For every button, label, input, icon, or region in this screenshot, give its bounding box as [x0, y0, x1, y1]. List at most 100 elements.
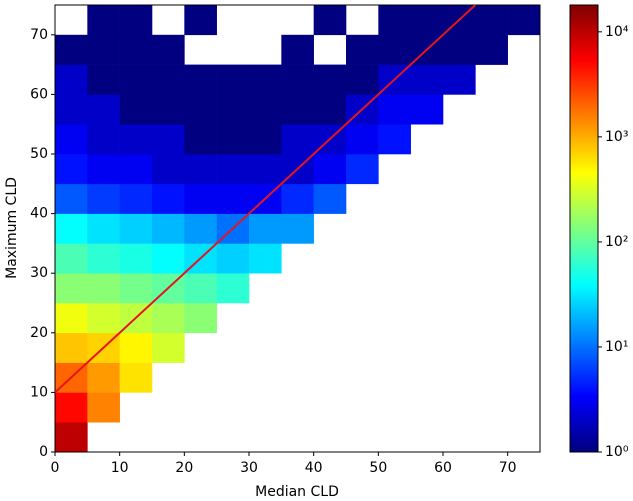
heatmap-cell — [152, 303, 185, 334]
colorbar-tick-label: 10⁰ — [605, 444, 629, 460]
heatmap-cell — [313, 5, 347, 36]
heatmap-cell — [313, 94, 347, 125]
heatmap-cell — [87, 303, 120, 334]
heatmap-cell — [87, 154, 120, 185]
heatmap-cell — [55, 392, 88, 423]
heatmap-cell — [313, 64, 347, 95]
heatmap-cell — [119, 5, 153, 36]
heatmap-cell — [119, 332, 153, 363]
heatmap-cell — [119, 154, 153, 185]
heatmap-cell — [55, 213, 88, 244]
heatmap-cell — [249, 94, 282, 125]
heatmap-cell — [55, 183, 88, 214]
y-tick-label: 40 — [30, 206, 48, 222]
heatmap-cell — [152, 183, 185, 214]
heatmap-cell — [216, 183, 250, 214]
heatmap-cell — [281, 34, 314, 65]
heatmap-cell — [55, 154, 88, 185]
heatmap-cell — [346, 34, 379, 65]
heatmap-cell — [55, 303, 88, 334]
colorbar-tick-label: 10³ — [605, 129, 628, 145]
heatmap-cell — [216, 154, 250, 185]
heatmap-cell — [152, 64, 185, 95]
heatmap-cell — [281, 94, 314, 125]
heatmap-cell — [216, 124, 250, 155]
heatmap-cell — [55, 332, 88, 363]
heatmap-cell — [152, 243, 185, 274]
y-tick-label: 60 — [30, 86, 48, 102]
heatmap-cell — [55, 273, 88, 304]
heatmap-cell — [249, 243, 282, 274]
heatmap-cell — [410, 94, 444, 125]
heatmap-cell — [55, 94, 88, 125]
heatmap-cell — [119, 124, 153, 155]
heatmap-cell — [216, 64, 250, 95]
heatmap-cell — [313, 183, 347, 214]
heatmap-cell — [475, 5, 508, 36]
heatmap-cell — [184, 154, 217, 185]
heatmap-cell — [216, 243, 250, 274]
heatmap-cell — [87, 5, 120, 36]
colorbar-tick-label: 10¹ — [605, 339, 628, 355]
heatmap-cell — [119, 64, 153, 95]
x-tick-label: 30 — [240, 460, 258, 476]
heatmap-cell — [281, 183, 314, 214]
heatmap-cell — [443, 64, 476, 95]
heatmap-cell — [346, 124, 379, 155]
heatmap-cell — [378, 124, 411, 155]
heatmap-cell — [184, 183, 217, 214]
fit-line — [55, 5, 477, 394]
heatmap-cell — [152, 154, 185, 185]
heatmap-cell — [281, 64, 314, 95]
heatmap-cell — [281, 213, 314, 244]
heatmap-cell — [184, 124, 217, 155]
heatmap-cell — [87, 34, 120, 65]
heatmap-cell — [184, 213, 217, 244]
heatmap-cell — [249, 154, 282, 185]
heatmap-cell — [87, 392, 120, 423]
y-tick-label: 50 — [30, 146, 48, 162]
y-tick-label: 0 — [39, 444, 48, 460]
x-tick-label: 70 — [499, 460, 517, 476]
x-tick-label: 60 — [434, 460, 452, 476]
heatmap-cell — [346, 154, 379, 185]
x-tick-label: 40 — [305, 460, 323, 476]
heatmap-cell — [152, 213, 185, 244]
x-tick-label: 20 — [175, 460, 193, 476]
x-tick-label: 50 — [369, 460, 387, 476]
y-axis-label: Maximum CLD — [4, 177, 20, 279]
heatmap-cell — [378, 5, 411, 36]
y-tick-label: 10 — [30, 384, 48, 400]
heatmap-cell — [475, 34, 508, 65]
heatmap-cell — [152, 34, 185, 65]
heatmap-cell — [184, 64, 217, 95]
heatmap-cell — [410, 5, 444, 36]
heatmap-cell — [119, 183, 153, 214]
heatmap-cell — [152, 332, 185, 363]
heatmap-cell — [249, 213, 282, 244]
heatmap-cell — [55, 124, 88, 155]
heatmap-cell — [443, 34, 476, 65]
heatmap-cell — [378, 34, 411, 65]
y-tick-label: 70 — [30, 27, 48, 43]
plot-frame — [54, 4, 541, 453]
heatmap-cell — [87, 362, 120, 393]
heatmap-cell — [216, 94, 250, 125]
heatmap-cell — [119, 273, 153, 304]
heatmap-cell — [87, 124, 120, 155]
heatmap-cell — [152, 124, 185, 155]
x-axis-label: Median CLD — [255, 484, 339, 500]
heatmap-cell — [184, 303, 217, 334]
heatmap-cell — [119, 34, 153, 65]
heatmap-cell — [346, 64, 379, 95]
heatmap-cell — [55, 64, 88, 95]
heatmap-cell — [184, 273, 217, 304]
heatmap-cell — [87, 64, 120, 95]
heatmap-cell — [55, 422, 88, 452]
y-tick-label: 30 — [30, 265, 48, 281]
heatmap-cell — [184, 5, 217, 36]
heatmap-cell — [119, 213, 153, 244]
heatmap-cell — [87, 243, 120, 274]
heatmap-cell — [119, 243, 153, 274]
